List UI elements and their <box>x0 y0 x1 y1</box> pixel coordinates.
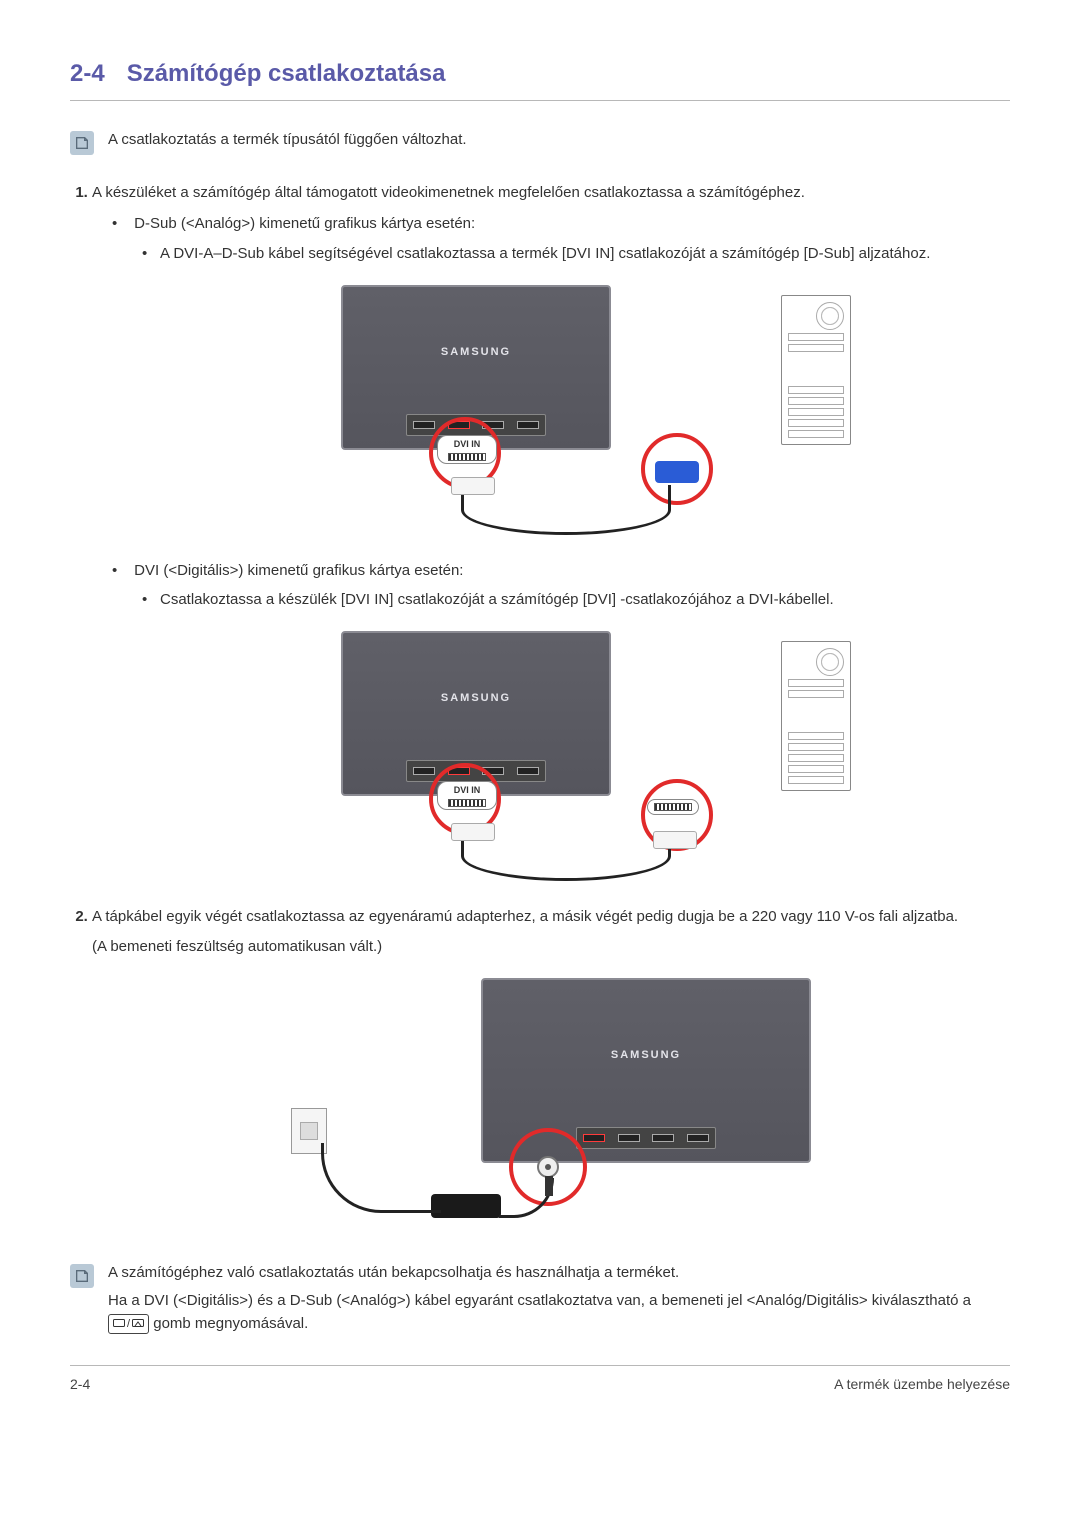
step-1-dsub: D-Sub (<Analóg>) kimenetű grafikus kárty… <box>112 212 1010 265</box>
page-footer: 2-4 A termék üzembe helyezése <box>70 1365 1010 1392</box>
dvi-in-label: DVI IN <box>437 435 497 464</box>
note-top: A csatlakoztatás a termék típusától függ… <box>70 129 1010 155</box>
note-bottom-text: A számítógéphez való csatlakoztatás után… <box>108 1262 1010 1336</box>
monitor-brand: SAMSUNG <box>611 1047 681 1064</box>
pc-tower <box>781 641 851 791</box>
step-2: A tápkábel egyik végét csatlakoztassa az… <box>92 905 1010 1238</box>
source-button-icon: / <box>108 1314 149 1335</box>
dvi-connector-b <box>653 831 697 849</box>
step-1-text: A készüléket a számítógép által támogato… <box>92 184 805 201</box>
step-2-subtext: (A bemeneti feszültség automatikusan vál… <box>92 935 1010 958</box>
footer-right: A termék üzembe helyezése <box>834 1376 1010 1392</box>
section-header: 2-4 Számítógép csatlakoztatása <box>70 60 1010 101</box>
step-2-text: A tápkábel egyik végét csatlakoztassa az… <box>92 908 958 925</box>
diagram-dsub: SAMSUNG <box>92 285 1010 535</box>
pc-tower <box>781 295 851 445</box>
note-icon <box>70 131 94 155</box>
section-title: Számítógép csatlakoztatása <box>127 60 446 88</box>
step-1: A készüléket a számítógép által támogato… <box>92 181 1010 881</box>
monitor-brand: SAMSUNG <box>441 344 511 361</box>
footer-left: 2-4 <box>70 1376 90 1392</box>
section-number: 2-4 <box>70 60 105 88</box>
note-bottom-line2: Ha a DVI (<Digitális>) és a D-Sub (<Anal… <box>108 1290 1010 1335</box>
dc-plug <box>545 1176 553 1196</box>
note-bottom: A számítógéphez való csatlakoztatás után… <box>70 1262 1010 1336</box>
note-icon <box>70 1264 94 1288</box>
note-bottom-line2-pre: Ha a DVI (<Digitális>) és a D-Sub (<Anal… <box>108 1292 971 1309</box>
diagram-power: SAMSUNG <box>92 978 1010 1238</box>
monitor-brand: SAMSUNG <box>441 690 511 707</box>
dvi-in-text: DVI IN <box>454 784 481 798</box>
dvi-pc-label <box>647 799 699 815</box>
dvi-in-text: DVI IN <box>454 438 481 452</box>
step-1-dvi: DVI (<Digitális>) kimenetű grafikus kárt… <box>112 559 1010 612</box>
dvi-connector <box>451 477 495 495</box>
step-1-dsub-heading: D-Sub (<Analóg>) kimenetű grafikus kárty… <box>134 215 475 232</box>
step-1-dvi-heading: DVI (<Digitális>) kimenetű grafikus kárt… <box>134 562 463 579</box>
step-1-dvi-detail: Csatlakoztassa a készülék [DVI IN] csatl… <box>142 588 1010 611</box>
cable-wall-to-adapter <box>321 1143 441 1213</box>
power-adapter <box>431 1194 501 1218</box>
monitor-ports <box>576 1127 716 1149</box>
dvi-connector-a <box>451 823 495 841</box>
dc-jack <box>537 1156 559 1178</box>
diagram-dvi: SAMSUNG DVI IN <box>92 631 1010 881</box>
note-top-text: A csatlakoztatás a termék típusától függ… <box>108 129 467 152</box>
vga-connector <box>655 461 699 483</box>
step-1-dsub-detail: A DVI-A–D-Sub kábel segítségével csatlak… <box>142 242 1010 265</box>
note-bottom-line1: A számítógéphez való csatlakoztatás után… <box>108 1262 1010 1285</box>
note-bottom-line2-post: gomb megnyomásával. <box>153 1315 308 1332</box>
dvi-in-label: DVI IN <box>437 781 497 810</box>
